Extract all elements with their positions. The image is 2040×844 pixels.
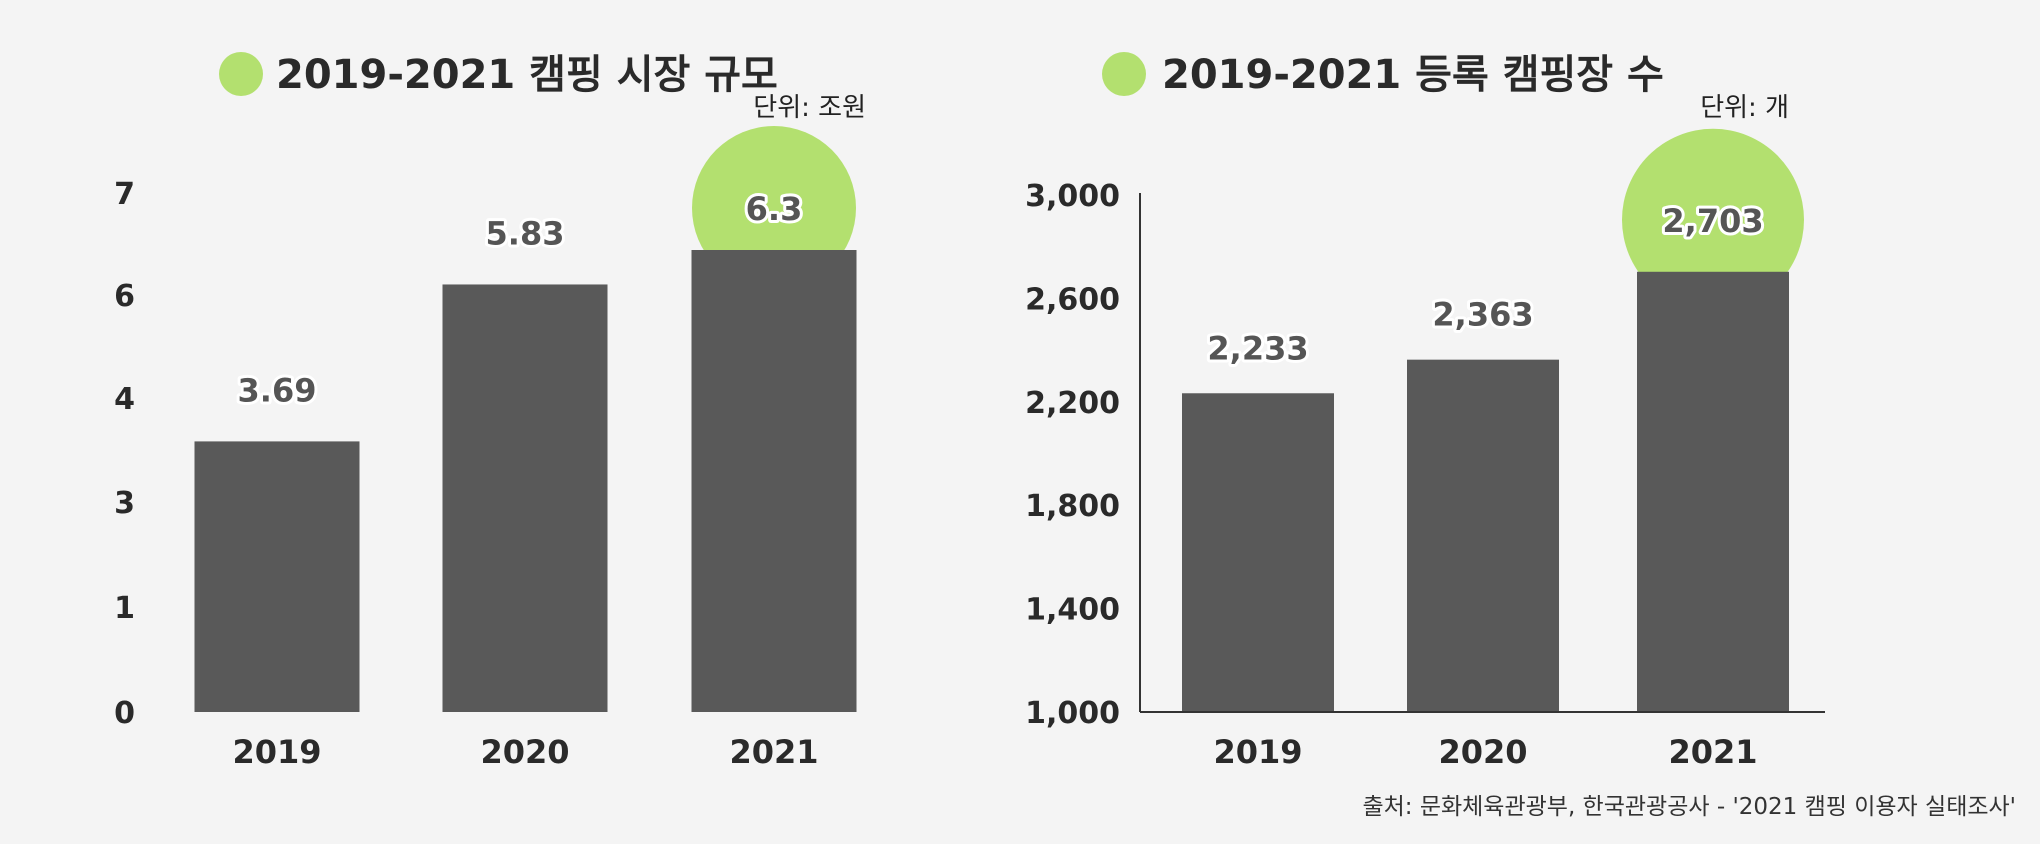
x-axis-categories: 2019 2020 2021 bbox=[232, 733, 818, 771]
y-tick-label: 1 bbox=[114, 591, 135, 626]
category-label-2019: 2019 bbox=[232, 733, 321, 771]
y-tick-label: 3,000 bbox=[1025, 179, 1120, 214]
highlight-circle bbox=[692, 126, 856, 290]
title-bullet-icon bbox=[1102, 52, 1146, 96]
value-label-2019: 3.69 bbox=[238, 371, 317, 409]
bar-2019 bbox=[1182, 393, 1334, 712]
y-tick-label: 2,200 bbox=[1025, 386, 1120, 421]
axis-lines bbox=[1139, 193, 1825, 713]
value-labels: 3.69 5.83 6.3 bbox=[235, 187, 806, 412]
bar-group bbox=[194, 250, 857, 712]
value-labels: 2,233 2,363 2,703 bbox=[1204, 199, 1766, 370]
value-label-2021: 2,703 bbox=[1662, 202, 1763, 240]
y-tick-label: 6 bbox=[114, 279, 135, 314]
category-label-2019: 2019 bbox=[1213, 733, 1302, 771]
category-label-2020: 2020 bbox=[1438, 733, 1527, 771]
unit-label: 단위: 개 bbox=[1700, 93, 1789, 123]
chart-market-size: 2019-2021 캠핑 시장 규모 단위: 조원 0 1 3 4 6 7 3.69 5.8… bbox=[114, 52, 866, 771]
value-label-2019: 2,233 bbox=[1207, 329, 1308, 367]
category-label-2020: 2020 bbox=[480, 733, 569, 771]
y-tick-label: 4 bbox=[114, 382, 135, 417]
category-label-2021: 2021 bbox=[729, 733, 818, 771]
x-axis-categories: 2019 2020 2021 bbox=[1213, 733, 1757, 771]
chart-campsite-count: 2019-2021 등록 캠핑장 수 단위: 개 1,000 1,400 1,800… bbox=[1025, 52, 1825, 771]
value-label-2020: 5.83 bbox=[486, 214, 565, 252]
y-tick-label: 3 bbox=[114, 486, 135, 521]
value-label-2021: 6.3 bbox=[746, 190, 803, 228]
highlight-layer bbox=[692, 126, 856, 290]
y-tick-label: 1,800 bbox=[1025, 489, 1120, 524]
y-tick-label: 7 bbox=[114, 177, 135, 212]
y-tick-label: 1,400 bbox=[1025, 593, 1120, 628]
chart-title: 2019-2021 캠핑 시장 규모 bbox=[276, 52, 778, 98]
chart-title: 2019-2021 등록 캠핑장 수 bbox=[1162, 52, 1664, 98]
y-tick-label: 0 bbox=[114, 696, 135, 731]
bar-2020 bbox=[1407, 359, 1559, 712]
bar-2020 bbox=[442, 284, 608, 712]
category-label-2021: 2021 bbox=[1668, 733, 1757, 771]
y-tick-label: 1,000 bbox=[1025, 696, 1120, 731]
y-axis-ticks: 0 1 3 4 6 7 bbox=[114, 177, 135, 731]
bar-2021 bbox=[1637, 271, 1789, 712]
y-tick-label: 2,600 bbox=[1025, 282, 1120, 317]
title-bullet-icon bbox=[219, 52, 263, 96]
bar-group bbox=[1182, 271, 1789, 712]
bar-2019 bbox=[194, 441, 360, 712]
unit-label: 단위: 조원 bbox=[753, 93, 866, 123]
source-note: 출처: 문화체육관광부, 한국관광공사 - '2021 캠핑 이용자 실태조사' bbox=[1362, 794, 2016, 820]
bar-2021 bbox=[691, 250, 857, 712]
value-label-2020: 2,363 bbox=[1432, 296, 1533, 334]
highlight-circle bbox=[1622, 128, 1804, 311]
highlight-layer bbox=[1622, 128, 1804, 311]
y-axis-ticks: 1,000 1,400 1,800 2,200 2,600 3,000 bbox=[1025, 179, 1120, 731]
